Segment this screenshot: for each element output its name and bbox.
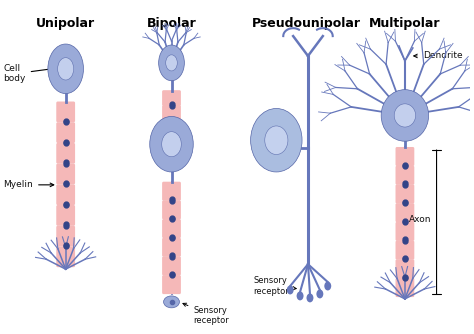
Ellipse shape	[58, 58, 73, 80]
FancyBboxPatch shape	[162, 182, 181, 201]
Ellipse shape	[251, 109, 302, 172]
Text: Unipolar: Unipolar	[36, 17, 95, 30]
FancyBboxPatch shape	[56, 226, 75, 246]
Text: Axon: Axon	[409, 214, 431, 223]
FancyBboxPatch shape	[56, 102, 75, 122]
Ellipse shape	[164, 296, 180, 308]
Ellipse shape	[324, 282, 331, 291]
Ellipse shape	[297, 292, 303, 300]
FancyBboxPatch shape	[395, 259, 414, 278]
Text: Myelin: Myelin	[3, 180, 54, 189]
FancyBboxPatch shape	[162, 200, 181, 219]
Text: Sensory
receptor: Sensory receptor	[254, 276, 296, 296]
FancyBboxPatch shape	[56, 205, 75, 226]
Ellipse shape	[159, 45, 184, 81]
FancyBboxPatch shape	[162, 275, 181, 294]
Ellipse shape	[316, 290, 323, 298]
FancyBboxPatch shape	[56, 143, 75, 164]
FancyBboxPatch shape	[56, 122, 75, 143]
Text: Sensory
receptor: Sensory receptor	[183, 303, 229, 325]
Text: Multipolar: Multipolar	[369, 17, 441, 30]
FancyBboxPatch shape	[56, 246, 75, 267]
Ellipse shape	[394, 104, 416, 127]
FancyBboxPatch shape	[395, 184, 414, 203]
FancyBboxPatch shape	[395, 147, 414, 166]
Text: Dendrite: Dendrite	[414, 51, 462, 60]
FancyBboxPatch shape	[162, 219, 181, 238]
Ellipse shape	[381, 90, 428, 141]
FancyBboxPatch shape	[395, 166, 414, 185]
Ellipse shape	[48, 44, 83, 94]
FancyBboxPatch shape	[162, 257, 181, 276]
FancyBboxPatch shape	[395, 278, 414, 297]
Ellipse shape	[265, 126, 288, 155]
Text: Bipolar: Bipolar	[146, 17, 196, 30]
FancyBboxPatch shape	[162, 105, 181, 121]
FancyBboxPatch shape	[162, 90, 181, 106]
Text: Pseudounipolar: Pseudounipolar	[252, 17, 361, 30]
FancyBboxPatch shape	[395, 222, 414, 241]
Text: Cell
body: Cell body	[3, 64, 49, 84]
FancyBboxPatch shape	[162, 238, 181, 257]
Ellipse shape	[307, 294, 313, 302]
FancyBboxPatch shape	[395, 240, 414, 260]
FancyBboxPatch shape	[395, 203, 414, 222]
FancyBboxPatch shape	[56, 184, 75, 205]
Ellipse shape	[150, 117, 193, 172]
FancyBboxPatch shape	[56, 164, 75, 184]
Ellipse shape	[166, 55, 177, 71]
Ellipse shape	[162, 132, 181, 157]
Ellipse shape	[287, 286, 294, 295]
